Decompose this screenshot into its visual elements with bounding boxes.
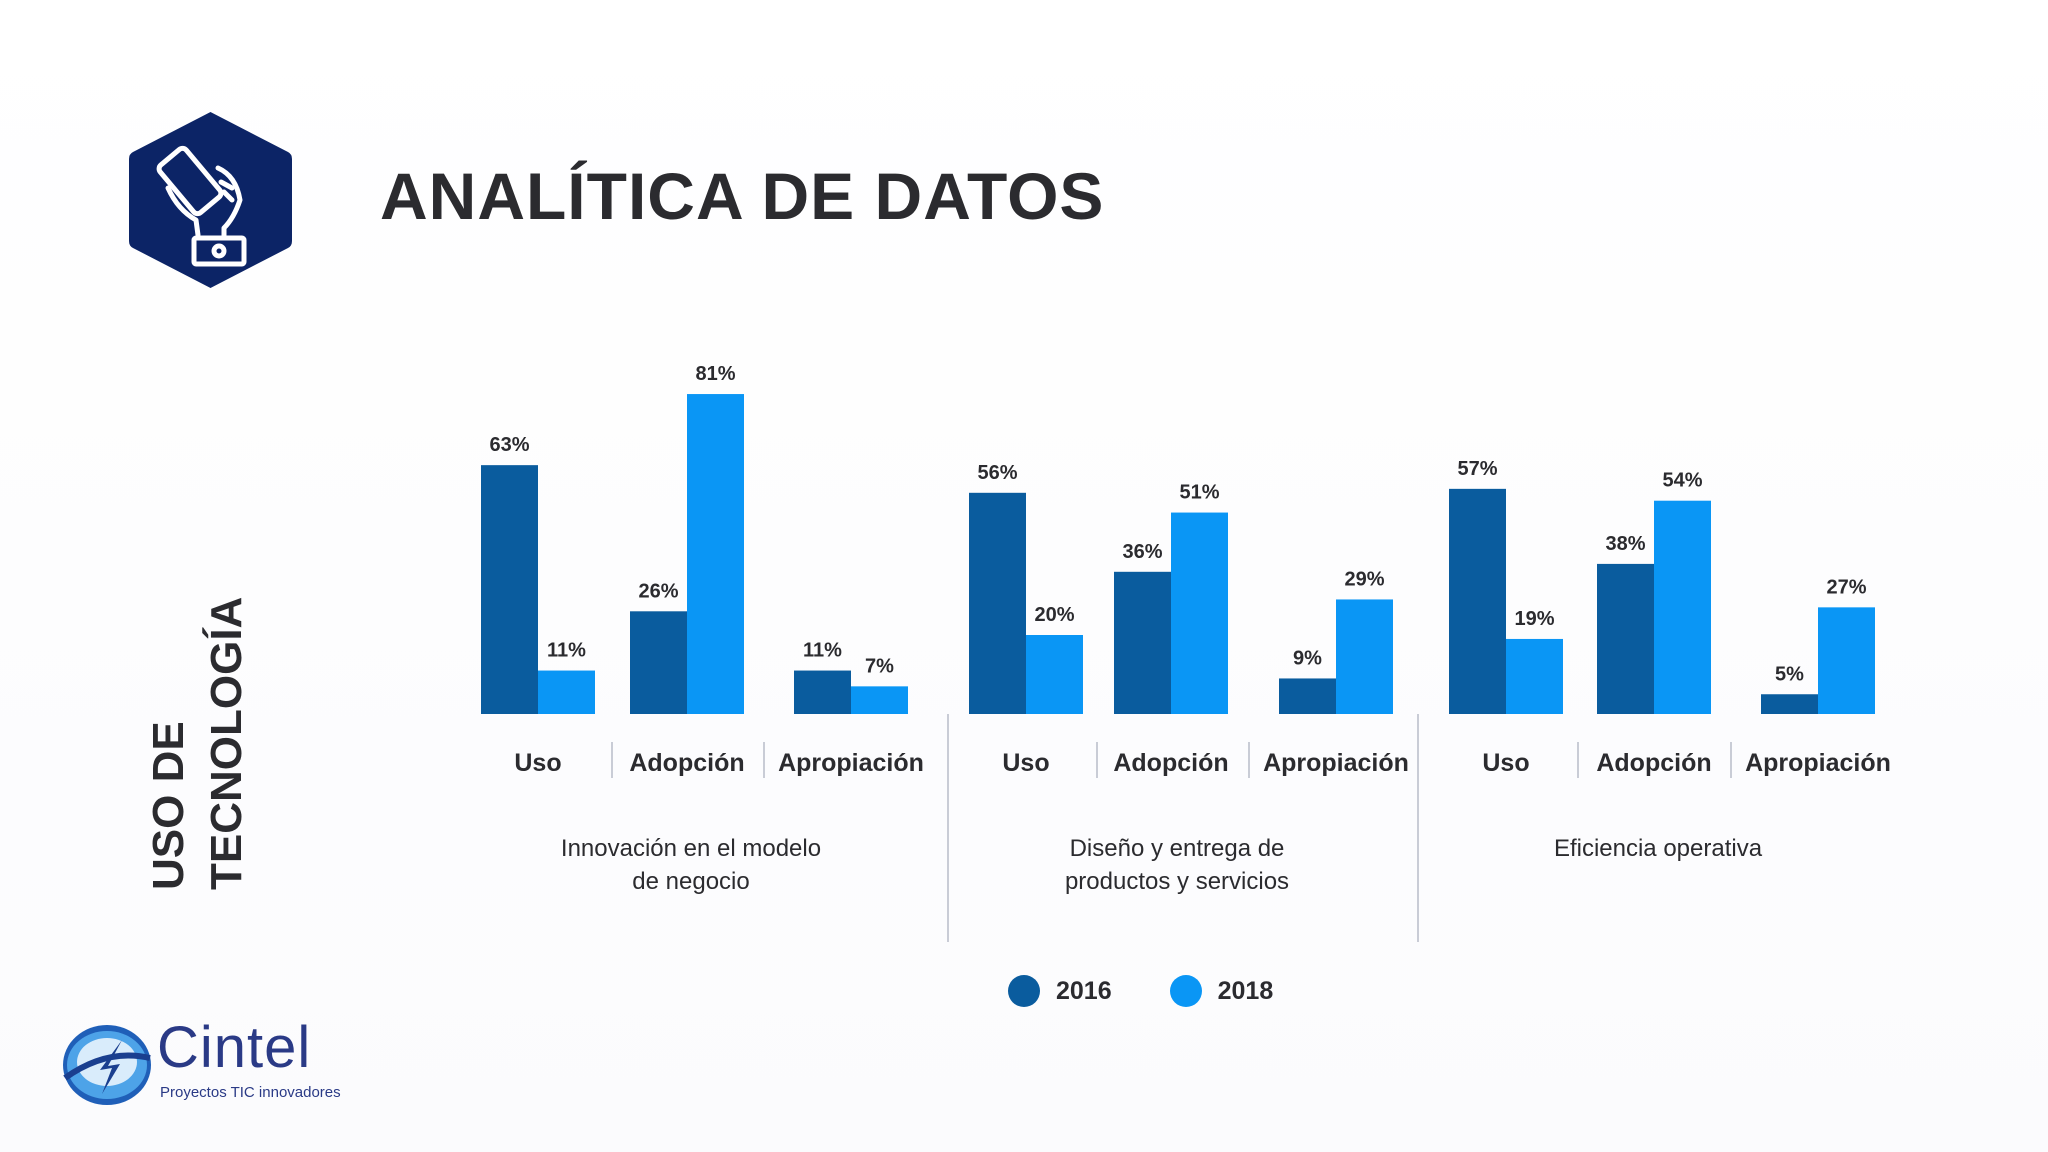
category-label: Apropiación [1263,749,1409,777]
bar-2018 [851,686,908,714]
category-label: Adopción [1596,749,1711,777]
bar-2018 [1171,512,1228,714]
hand-holding-phone-icon [129,112,292,288]
cintel-globe-icon [63,1025,151,1105]
bar-2016 [1761,694,1818,714]
category-label: Uso [514,749,561,777]
data-label: 26% [638,580,678,602]
legend-swatch-2016 [1008,975,1040,1007]
chart-legend: 2016 2018 [1008,975,1331,1007]
legend-label-2016: 2016 [1056,976,1112,1005]
legend-item-2018: 2018 [1169,975,1274,1007]
data-label: 63% [489,434,529,456]
category-label: Adopción [1113,749,1228,777]
bar-2018 [687,394,744,714]
legend-item-2016: 2016 [1008,975,1112,1007]
group-label: Eficiencia operativa [1554,835,1763,862]
bar-2016 [1279,678,1336,714]
data-label: 27% [1826,576,1866,598]
bar-2018 [1026,635,1083,714]
data-label: 57% [1457,458,1497,480]
data-label: 54% [1662,470,1702,492]
data-label: 11% [547,640,586,662]
logo-tagline: Proyectos TIC innovadores [160,1084,341,1101]
category-label: Apropiación [778,749,924,777]
legend-label-2018: 2018 [1217,976,1274,1005]
data-label: 19% [1514,608,1554,630]
page-title: ANALÍTICA DE DATOS [380,159,1105,233]
data-label: 38% [1605,533,1645,555]
bar-2016 [794,670,851,714]
bar-2018 [1506,638,1563,714]
bar-2018 [1336,599,1393,714]
group-label: productos y servicios [1065,868,1289,895]
bar-2018 [538,670,595,714]
data-label: 36% [1122,541,1162,563]
bar-2016 [1597,563,1654,714]
data-label: 5% [1775,663,1804,685]
logo-wordmark: Cintel [157,1015,312,1080]
data-label: 56% [977,462,1017,484]
cintel-logo: Cintel Proyectos TIC innovadores [60,1015,390,1108]
data-label: 51% [1179,482,1219,504]
bar-2016 [969,492,1026,714]
data-label: 20% [1034,604,1074,626]
data-label: 7% [865,655,894,677]
category-label: Uso [1002,749,1049,777]
data-label: 29% [1344,568,1384,590]
bar-2016 [1449,488,1506,714]
data-label: 9% [1293,647,1322,669]
group-label: Diseño y entrega de [1070,835,1285,862]
bar-2016 [1114,571,1171,714]
group-label: de negocio [632,868,749,895]
category-label: Adopción [629,749,744,777]
bar-2018 [1654,500,1711,714]
bar-2016 [630,611,687,714]
category-label: Uso [1482,749,1529,777]
bar-2016 [481,465,538,714]
data-label: 81% [695,363,735,385]
legend-swatch-2018 [1169,975,1202,1007]
category-label: Apropiación [1745,749,1891,777]
data-label: 11% [803,640,842,662]
group-label: Innovación en el modelo [561,835,821,862]
bar-2018 [1818,607,1875,714]
